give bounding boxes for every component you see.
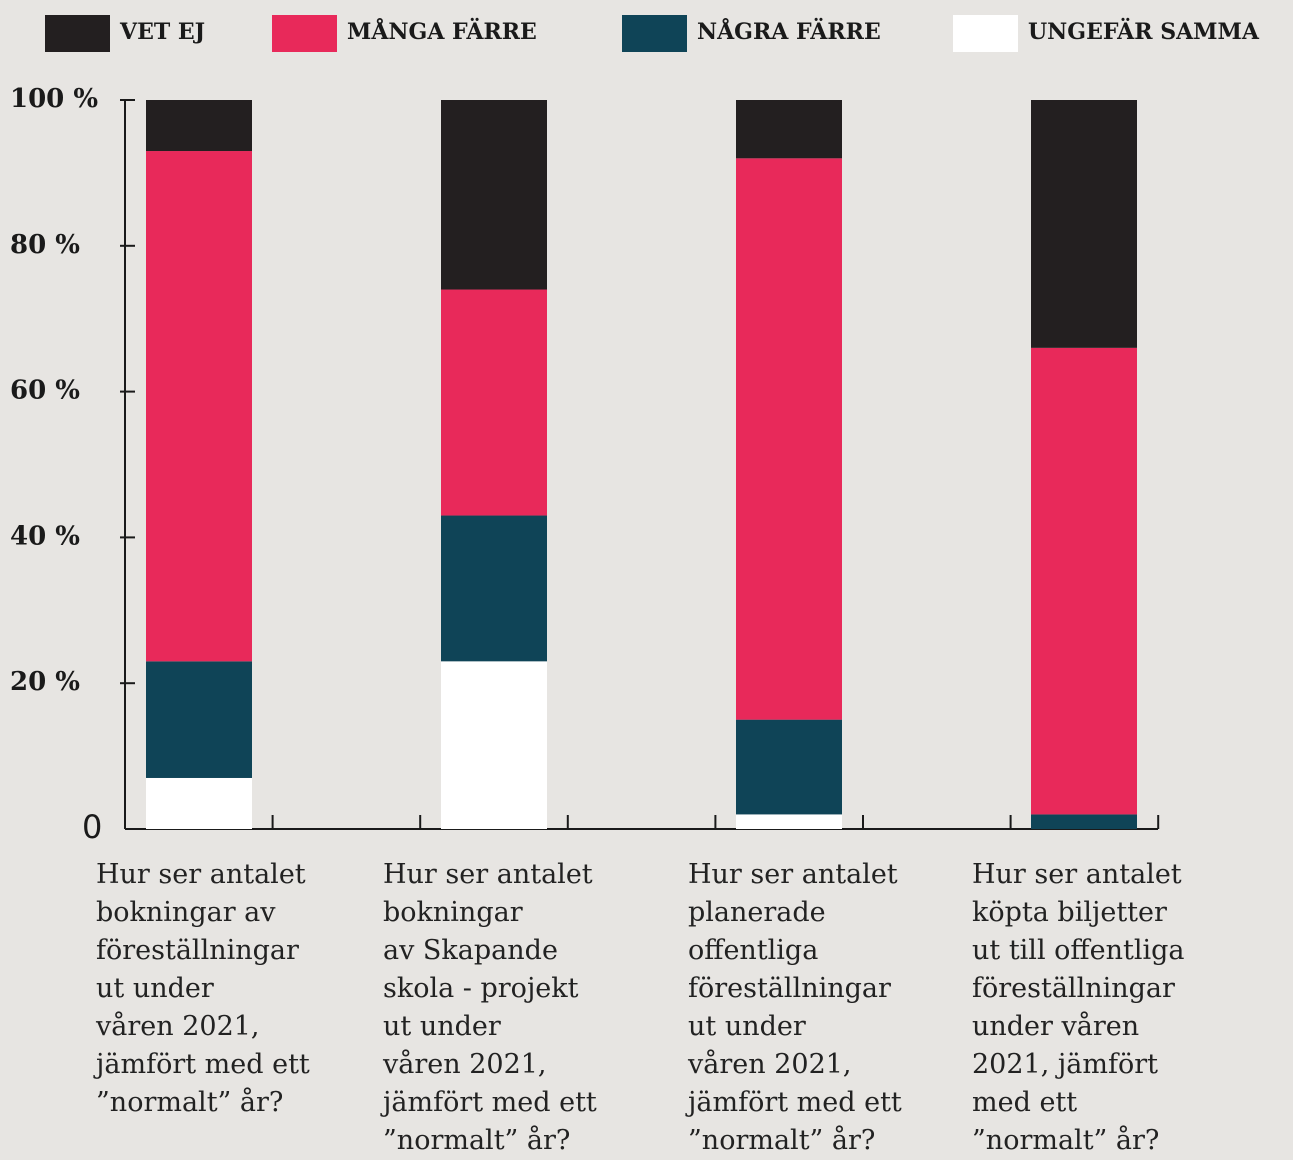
y-tick-label: 60 % bbox=[10, 376, 80, 406]
x-tick-label: Hur ser antalet bokningar av Skapande sk… bbox=[383, 859, 597, 1156]
bar-segment bbox=[146, 151, 252, 662]
legend-swatch bbox=[45, 15, 110, 52]
x-tick-label: Hur ser antalet planerade offentliga för… bbox=[688, 859, 902, 1156]
x-tick-label: Hur ser antalet bokningar av föreställni… bbox=[96, 859, 310, 1118]
legend-label: MÅNGA FÄRRE bbox=[347, 17, 537, 45]
bar-segment bbox=[146, 661, 252, 778]
y-tick-label: 0 bbox=[82, 808, 102, 846]
bar-segment bbox=[1031, 347, 1137, 815]
legend-label: VET EJ bbox=[119, 19, 205, 45]
legend-swatch bbox=[272, 15, 337, 52]
bar-segment bbox=[736, 158, 842, 720]
y-tick-label: 20 % bbox=[10, 667, 80, 697]
legend-swatch bbox=[953, 15, 1018, 52]
y-tick-label: 40 % bbox=[10, 521, 80, 551]
bar-segment bbox=[1031, 814, 1137, 829]
y-tick-label: 80 % bbox=[10, 230, 80, 260]
bar-segment bbox=[736, 719, 842, 815]
y-tick-label: 100 % bbox=[10, 84, 98, 114]
bar-segment bbox=[146, 100, 252, 152]
bar-segment bbox=[146, 777, 252, 829]
legend-swatch bbox=[622, 15, 687, 52]
legend-label: UNGEFÄR SAMMA bbox=[1028, 17, 1260, 45]
bar-segment bbox=[736, 814, 842, 829]
bar-segment bbox=[441, 515, 547, 662]
legend-label: NÅGRA FÄRRE bbox=[697, 17, 881, 45]
bar-segment bbox=[441, 100, 547, 290]
bar-segment bbox=[441, 661, 547, 829]
bar-segment bbox=[1031, 100, 1137, 348]
bar-segment bbox=[736, 100, 842, 159]
bar-segment bbox=[441, 289, 547, 516]
x-tick-label: Hur ser antalet köpta biljetter ut till … bbox=[972, 859, 1185, 1156]
